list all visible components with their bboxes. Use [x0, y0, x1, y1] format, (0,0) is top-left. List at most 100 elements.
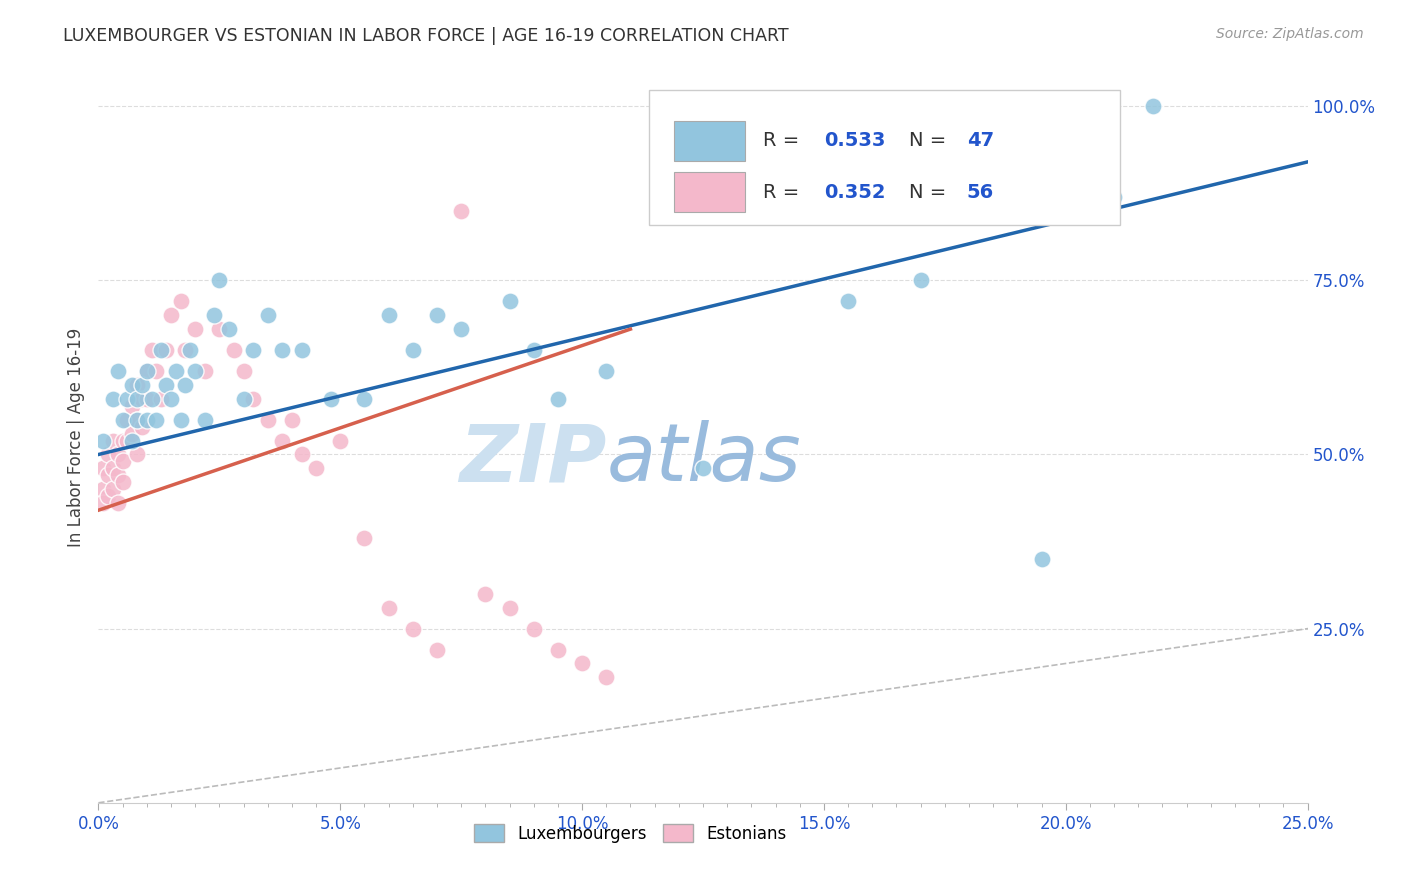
Point — [145, 364, 167, 378]
Point — [222, 343, 245, 357]
Point — [127, 377, 149, 392]
Point — [271, 434, 294, 448]
Point — [121, 399, 143, 413]
Point — [426, 642, 449, 657]
Text: R =: R = — [763, 131, 806, 151]
Point — [498, 600, 520, 615]
Point — [208, 322, 231, 336]
Point — [111, 434, 134, 448]
Point — [117, 434, 139, 448]
Point — [91, 496, 114, 510]
Point — [218, 322, 240, 336]
Point — [271, 343, 294, 357]
Text: R =: R = — [763, 183, 806, 202]
Point — [155, 377, 177, 392]
Point — [169, 294, 191, 309]
Point — [305, 461, 328, 475]
Text: N =: N = — [908, 183, 952, 202]
Point — [595, 364, 617, 378]
Text: 0.533: 0.533 — [824, 131, 886, 151]
Point — [131, 392, 153, 406]
Point — [121, 426, 143, 441]
Point — [150, 392, 173, 406]
Point — [204, 308, 226, 322]
Point — [523, 343, 546, 357]
Point — [97, 448, 120, 462]
Point — [290, 343, 312, 357]
Point — [498, 294, 520, 309]
Text: 56: 56 — [966, 183, 994, 202]
Point — [242, 392, 264, 406]
Point — [160, 392, 183, 406]
Point — [150, 343, 173, 357]
Point — [232, 392, 254, 406]
Point — [353, 531, 375, 545]
Point — [97, 468, 120, 483]
Point — [169, 412, 191, 426]
Point — [692, 461, 714, 475]
Text: LUXEMBOURGER VS ESTONIAN IN LABOR FORCE | AGE 16-19 CORRELATION CHART: LUXEMBOURGER VS ESTONIAN IN LABOR FORCE … — [63, 27, 789, 45]
Point — [194, 364, 217, 378]
Point — [127, 448, 149, 462]
Point — [101, 392, 124, 406]
Point — [165, 364, 187, 378]
Point — [179, 343, 201, 357]
Point — [242, 343, 264, 357]
Point — [256, 308, 278, 322]
FancyBboxPatch shape — [648, 90, 1121, 225]
Point — [547, 392, 569, 406]
Point — [208, 273, 231, 287]
Text: atlas: atlas — [606, 420, 801, 498]
Point — [135, 412, 157, 426]
Point — [837, 294, 859, 309]
Point — [107, 364, 129, 378]
Point — [184, 322, 207, 336]
Point — [1102, 190, 1125, 204]
Point — [1031, 552, 1053, 566]
Point — [111, 454, 134, 468]
Point — [107, 496, 129, 510]
Point — [135, 364, 157, 378]
Point — [329, 434, 352, 448]
Point — [232, 364, 254, 378]
Point — [194, 412, 217, 426]
Point — [595, 670, 617, 684]
Point — [101, 434, 124, 448]
Point — [910, 273, 932, 287]
Point — [256, 412, 278, 426]
Point — [101, 483, 124, 497]
Point — [131, 419, 153, 434]
Point — [111, 475, 134, 490]
FancyBboxPatch shape — [673, 121, 745, 161]
Point — [160, 308, 183, 322]
Point — [101, 461, 124, 475]
FancyBboxPatch shape — [673, 172, 745, 211]
Point — [377, 600, 399, 615]
Point — [91, 461, 114, 475]
Point — [131, 377, 153, 392]
Point — [107, 468, 129, 483]
Point — [135, 364, 157, 378]
Point — [91, 434, 114, 448]
Point — [290, 448, 312, 462]
Point — [91, 483, 114, 497]
Point — [117, 412, 139, 426]
Point — [127, 412, 149, 426]
Point — [127, 392, 149, 406]
Point — [402, 622, 425, 636]
Point — [450, 203, 472, 218]
Point — [141, 392, 163, 406]
Text: 47: 47 — [966, 131, 994, 151]
Point — [127, 412, 149, 426]
Point — [111, 412, 134, 426]
Point — [1142, 99, 1164, 113]
Point — [319, 392, 342, 406]
Point — [184, 364, 207, 378]
Point — [281, 412, 304, 426]
Point — [117, 392, 139, 406]
Point — [377, 308, 399, 322]
Point — [107, 448, 129, 462]
Point — [121, 434, 143, 448]
Point — [174, 343, 197, 357]
Point — [571, 657, 593, 671]
